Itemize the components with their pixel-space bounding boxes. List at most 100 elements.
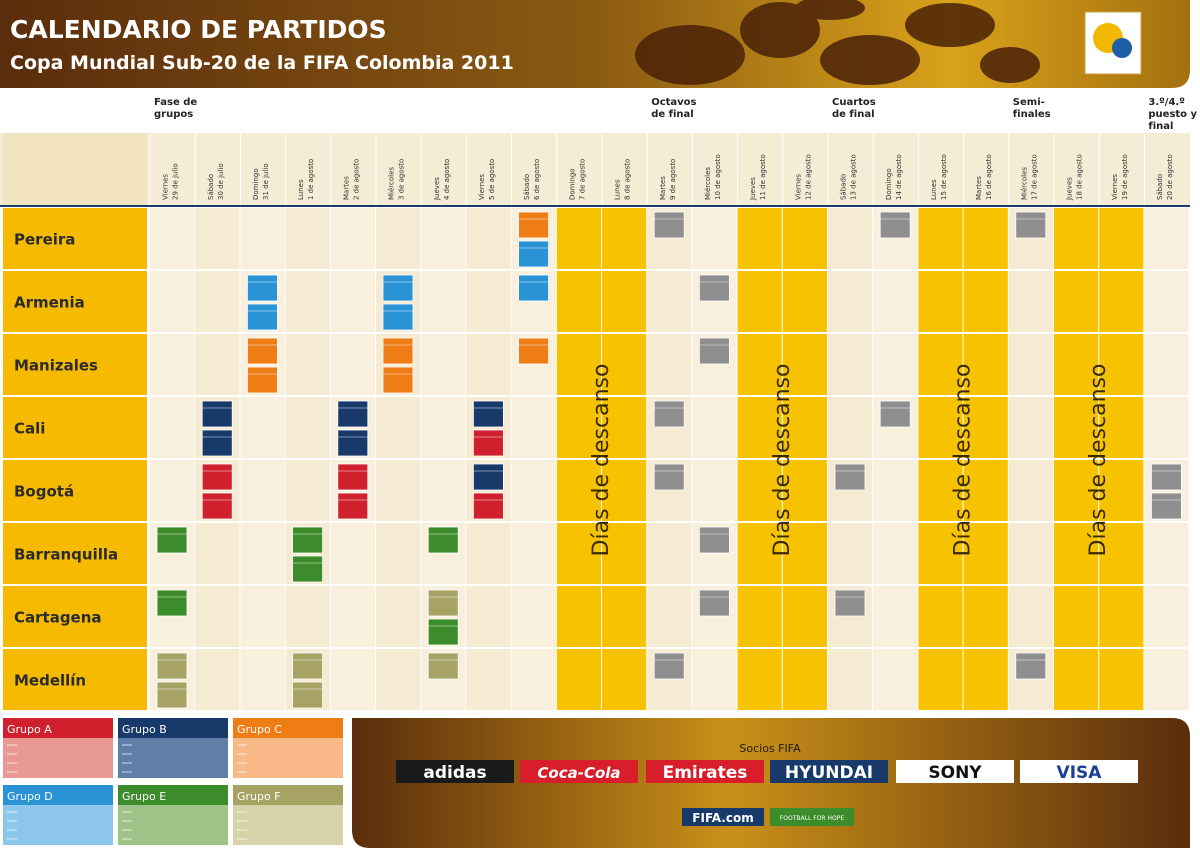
match-box <box>337 463 369 491</box>
match-box <box>292 526 324 554</box>
day-weekday: Miércoles <box>388 167 396 200</box>
title: CALENDARIO DE PARTIDOS <box>10 15 387 44</box>
group-legend-label: Grupo B <box>122 723 167 736</box>
match-box <box>1151 492 1182 520</box>
day-date: 15 de agosto <box>940 154 948 200</box>
city-label: Barranquilla <box>14 546 118 564</box>
city-label: Medellín <box>14 672 86 690</box>
day-weekday: Domingo <box>252 168 260 200</box>
match-box <box>201 400 233 428</box>
match-box <box>1015 652 1047 680</box>
day-weekday: Domingo <box>885 168 893 200</box>
day-weekday: Viernes <box>162 174 170 200</box>
group-legend-label: Grupo F <box>237 790 281 803</box>
match-box <box>879 211 911 239</box>
phase-label: Cuartos de final <box>832 97 876 120</box>
match-box <box>382 337 414 365</box>
match-box <box>427 526 459 554</box>
day-date: 2 de agosto <box>352 159 360 200</box>
day-date: 16 de agosto <box>985 154 993 200</box>
day-date: 29 de julio <box>172 163 180 200</box>
sponsor-logo <box>646 760 764 783</box>
day-weekday: Viernes <box>478 174 486 200</box>
group-legend-header <box>3 718 113 738</box>
group-legend-label: Grupo C <box>237 723 282 736</box>
group-legend-header <box>118 785 228 805</box>
match-box <box>427 652 459 680</box>
day-date: 11 de agosto <box>759 154 767 200</box>
city-header-bg <box>3 133 147 205</box>
city-label: Pereira <box>14 231 75 249</box>
program-name: FOOTBALL FOR HOPE <box>780 815 844 822</box>
rest-days-label: Días de descanso <box>770 364 795 557</box>
logo-emblem <box>1112 38 1132 58</box>
day-date: 3 de agosto <box>398 159 406 200</box>
match-box <box>834 589 866 617</box>
city-label: Cali <box>14 420 45 438</box>
match-box <box>201 429 233 457</box>
match-box <box>246 366 278 394</box>
phase-label: Octavos de final <box>651 97 697 120</box>
match-box <box>292 652 324 680</box>
match-box <box>472 463 504 491</box>
match-box <box>653 652 685 680</box>
group-legend-label: Grupo E <box>122 790 166 803</box>
group-legend-label: Grupo A <box>7 723 52 736</box>
day-date: 8 de agosto <box>624 159 632 200</box>
day-weekday: Sábado <box>523 174 531 200</box>
sponsor-logo <box>520 760 638 783</box>
match-box <box>653 211 685 239</box>
day-weekday: Sábado <box>840 174 848 200</box>
match-box <box>156 681 188 709</box>
match-box <box>427 618 459 646</box>
sponsor-name: SONY <box>928 763 982 783</box>
rest-days-label: Días de descanso <box>589 364 614 557</box>
match-box <box>382 366 414 394</box>
match-box <box>156 526 188 554</box>
match-box <box>472 492 504 520</box>
day-date: 20 de agosto <box>1166 154 1174 200</box>
day-weekday: Miércoles <box>1020 167 1028 200</box>
sponsor-name: Coca-Cola <box>537 764 620 782</box>
city-cell <box>3 271 147 332</box>
sponsor-name: adidas <box>423 763 486 783</box>
day-weekday: Viernes <box>794 174 802 200</box>
sponsor-heading: Socios FIFA <box>739 742 801 755</box>
city-cell <box>3 334 147 395</box>
match-box <box>472 429 504 457</box>
header-swirls <box>635 0 1040 85</box>
subtitle: Copa Mundial Sub-20 de la FIFA Colombia … <box>10 52 514 74</box>
city-cell <box>3 523 147 584</box>
day-weekday: Jueves <box>749 177 757 201</box>
match-box <box>879 400 911 428</box>
match-box <box>292 555 324 583</box>
day-date: 31 de julio <box>262 163 270 200</box>
match-box <box>337 492 369 520</box>
day-weekday: Lunes <box>297 179 305 200</box>
match-box <box>699 337 730 365</box>
rest-days-label: Días de descanso <box>951 364 976 557</box>
sponsor-name: Emirates <box>663 763 748 783</box>
city-label: Armenia <box>14 294 85 312</box>
city-cell <box>3 586 147 647</box>
match-box <box>1015 211 1047 239</box>
city-label: Bogotá <box>14 483 74 501</box>
match-box <box>201 463 233 491</box>
fifa-site-logo <box>682 808 764 826</box>
day-date: 5 de agosto <box>488 159 496 200</box>
city-cell <box>3 397 147 458</box>
day-weekday: Sábado <box>1156 174 1164 200</box>
match-box <box>834 463 866 491</box>
group-legend-header <box>233 718 343 738</box>
phase-label: 3.º/4.º puesto y final <box>1148 97 1198 132</box>
sponsor-name: HYUNDAI <box>785 763 873 783</box>
day-weekday: Jueves <box>433 177 441 201</box>
match-box <box>427 589 459 617</box>
rest-days-label: Días de descanso <box>1086 364 1111 557</box>
day-weekday: Miércoles <box>704 167 712 200</box>
match-box <box>246 274 278 302</box>
match-box <box>246 337 278 365</box>
match-box <box>518 211 549 239</box>
day-date: 19 de agosto <box>1121 154 1129 200</box>
day-date: 12 de agosto <box>804 154 812 200</box>
